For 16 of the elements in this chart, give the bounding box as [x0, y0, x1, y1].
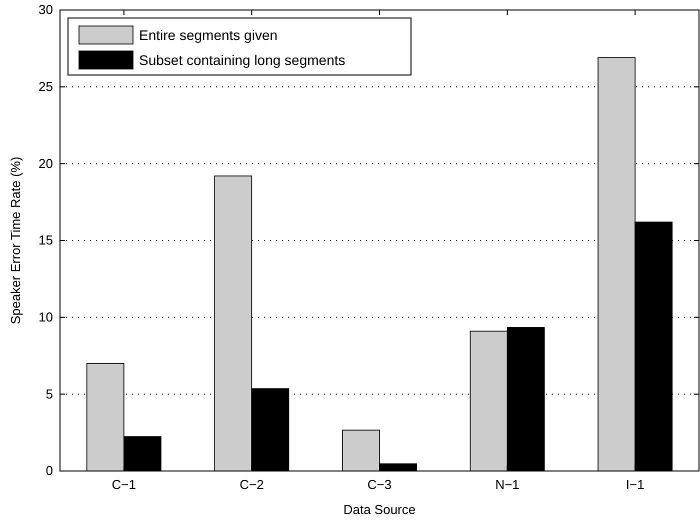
x-tick-label: C−1 — [112, 477, 136, 492]
y-tick-label: 10 — [38, 309, 53, 324]
x-axis-title: Data Source — [343, 502, 416, 517]
legend-label: Subset containing long segments — [139, 52, 346, 68]
y-tick-label: 20 — [38, 156, 53, 171]
x-tick-label: I−1 — [626, 477, 644, 492]
y-tick-label: 0 — [46, 463, 53, 478]
y-axis-title: Speaker Error Time Rate (%) — [8, 156, 23, 324]
y-tick-label: 25 — [38, 78, 53, 94]
y-tick-label: 15 — [38, 232, 53, 248]
y-tick-label: 30 — [38, 2, 53, 18]
x-tick-label: C−2 — [240, 477, 264, 492]
x-tick-label: N−1 — [495, 477, 520, 492]
x-tick-label: C−3 — [367, 477, 392, 492]
y-tick-label: 5 — [46, 386, 53, 402]
legend-label: Entire segments given — [139, 27, 278, 43]
